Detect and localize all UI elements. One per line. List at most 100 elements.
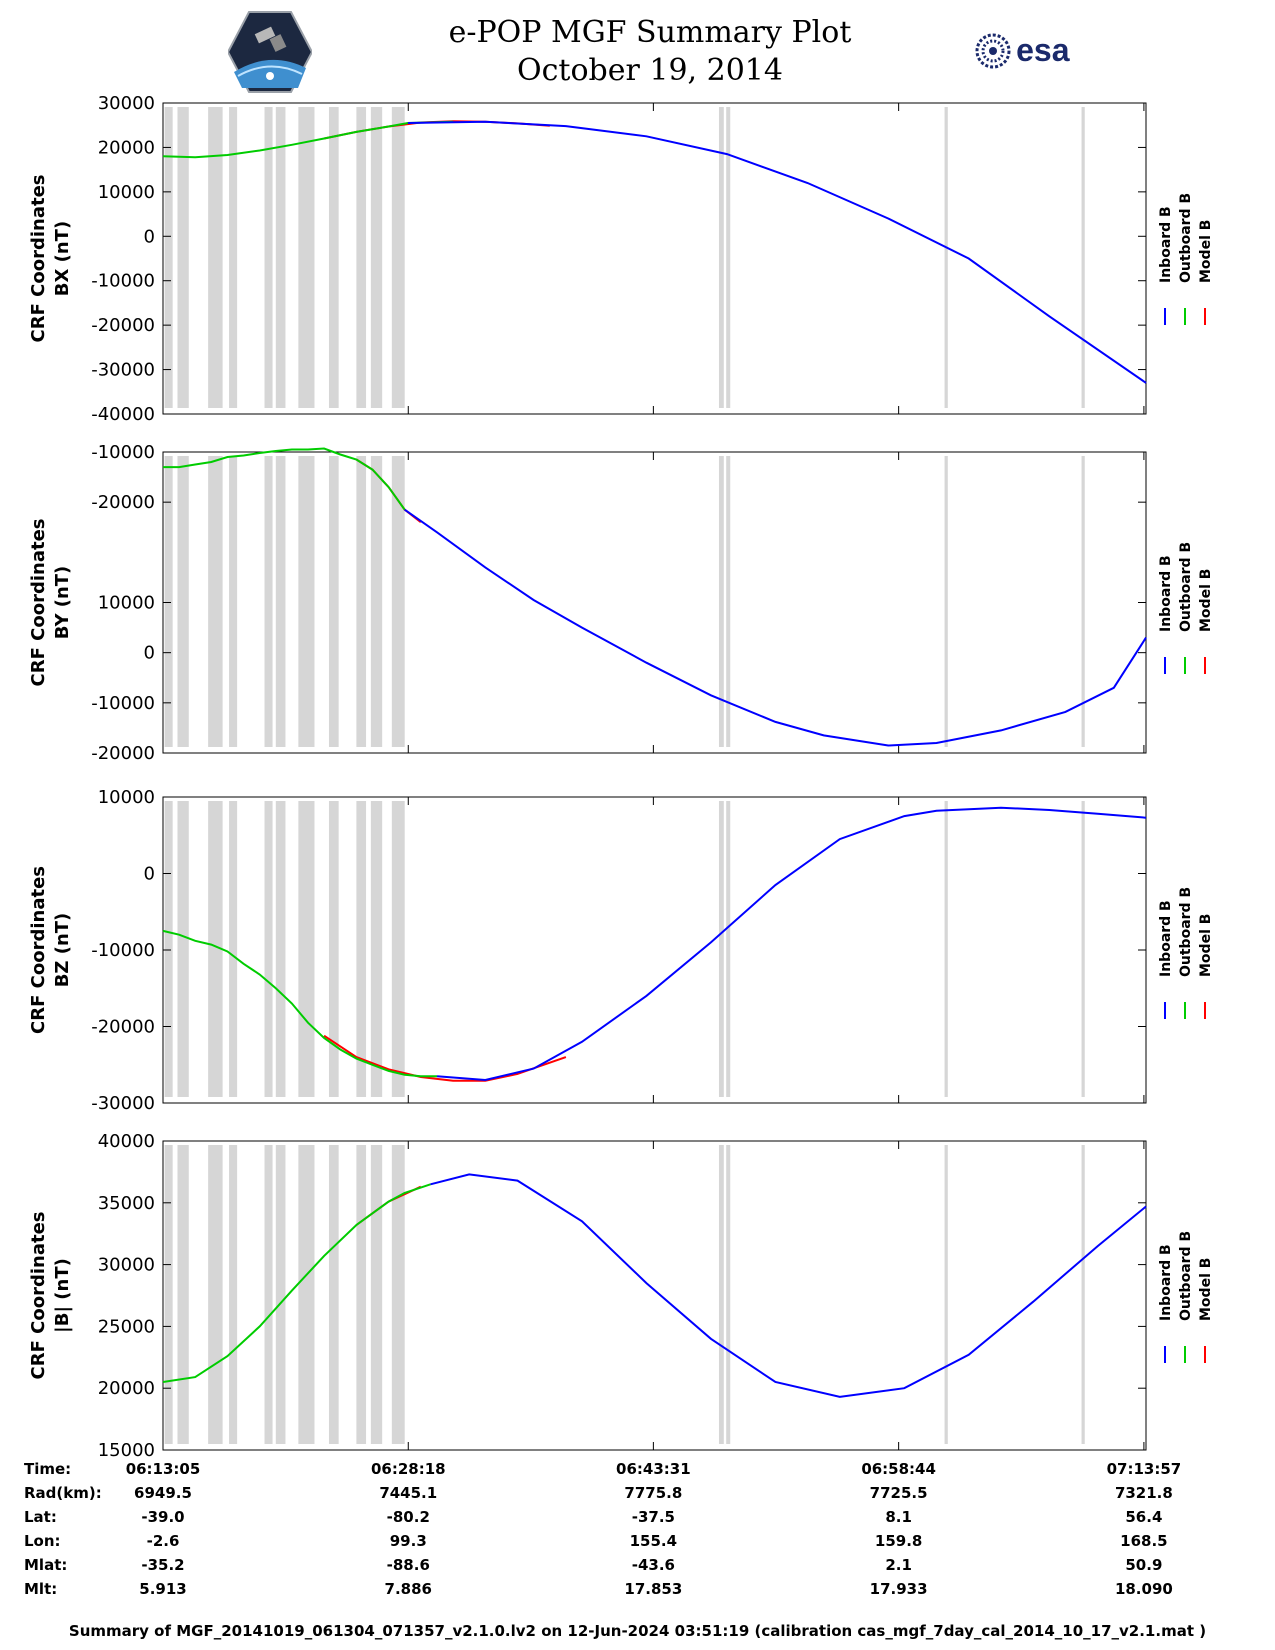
y-tick-label: -30000 — [91, 1093, 155, 1114]
title-line: e-POP MGF Summary Plot — [448, 15, 852, 50]
data-gap-band — [1081, 801, 1085, 1097]
legend-label: Model B — [1198, 569, 1214, 632]
data-gap-band — [328, 456, 339, 747]
y-tick-label: 30000 — [98, 93, 155, 114]
y-axis-label-line1: CRF Coordinates — [28, 175, 49, 343]
data-gap-band — [208, 801, 223, 1097]
info-cell: 155.4 — [629, 1532, 678, 1550]
y-axis-label-line2: BX (nT) — [52, 221, 73, 296]
info-row: Rad(km): 6949.5 7445.1 7775.8 7725.5 7321.8 — [0, 1484, 1275, 1508]
legend-label: Model B — [1198, 1258, 1214, 1321]
series-line-inboard-b — [407, 120, 1147, 384]
data-gap-band — [264, 1145, 273, 1444]
info-cell: 159.8 — [874, 1532, 923, 1550]
orbit-info-table: Time: 06:13:05 06:28:18 06:43:31 06:58:44 07:… — [0, 1460, 1275, 1610]
panel-frame — [162, 1140, 1147, 1451]
data-gap-band — [944, 107, 948, 408]
legend-label: Outboard B — [1178, 887, 1194, 977]
info-cell: 7445.1 — [379, 1484, 438, 1502]
series-line-inboard-b — [430, 1173, 1147, 1398]
info-row-label: Mlat: — [24, 1556, 68, 1574]
data-gap-band — [726, 1145, 731, 1444]
y-tick-label: -20000 — [91, 1017, 155, 1038]
y-tick-label: 20000 — [98, 1378, 155, 1399]
data-gap-band — [164, 107, 173, 408]
info-row-label: Rad(km): — [24, 1484, 102, 1502]
y-tick-label: -20000 — [91, 315, 155, 336]
data-gap-band — [229, 801, 238, 1097]
data-gap-band — [356, 801, 367, 1097]
data-gap-band — [164, 456, 173, 747]
data-gap-band — [298, 1145, 315, 1444]
y-tick-label: 10000 — [98, 593, 155, 614]
date-line: October 19, 2014 — [517, 53, 783, 88]
legend-label: Outboard B — [1178, 1231, 1194, 1321]
info-cell: 06:58:44 — [861, 1460, 936, 1478]
data-gap-band — [229, 1145, 238, 1444]
info-cell: 168.5 — [1120, 1532, 1168, 1550]
y-tick-label: 0 — [144, 864, 155, 885]
esa-emblem-icon — [975, 33, 1011, 68]
data-gap-band — [328, 107, 339, 408]
data-gap-band — [726, 107, 731, 408]
info-cell: 06:13:05 — [125, 1460, 201, 1478]
info-cell: 99.3 — [389, 1532, 427, 1550]
y-tick-label: 10000 — [98, 182, 155, 203]
info-row: Lon: -2.6 99.3 155.4 159.8 168.5 — [0, 1532, 1275, 1556]
info-row: Time: 06:13:05 06:28:18 06:43:31 06:58:44 07:… — [0, 1460, 1275, 1484]
series-line-outboard-b — [162, 120, 454, 159]
y-axis-label-line2: BY (nT) — [52, 566, 73, 640]
footer-caption: Summary of MGF_20141019_061304_071357_v2… — [68, 1622, 1207, 1640]
series-line-outboard-b — [162, 1183, 431, 1383]
y-axis-label-line2: |B| (nT) — [52, 1258, 73, 1333]
info-cell: 07:13:57 — [1106, 1460, 1182, 1478]
data-gap-band — [208, 456, 223, 747]
data-gap-band — [944, 1145, 948, 1444]
series-line-inboard-b — [436, 806, 1147, 1082]
data-gap-band — [391, 107, 405, 408]
y-tick-label: 15000 — [98, 1440, 155, 1460]
data-gap-band — [718, 107, 724, 408]
data-gap-band — [177, 1145, 189, 1444]
series-line-outboard-b — [163, 447, 406, 511]
info-row: Lat: -39.0 -80.2 -37.5 8.1 56.4 — [0, 1508, 1275, 1532]
data-gap-band — [726, 801, 731, 1097]
data-gap-band — [275, 107, 286, 408]
y-axis-label-line1: CRF Coordinates — [28, 519, 49, 687]
data-gap-band — [229, 456, 238, 747]
info-cell: 6949.5 — [134, 1484, 192, 1502]
data-gap-band — [298, 107, 315, 408]
data-gap-band — [208, 1145, 223, 1444]
y-tick-label: 30000 — [98, 1255, 155, 1276]
data-gap-band — [177, 107, 189, 408]
y-tick-label: -40000 — [91, 404, 155, 425]
data-gap-band — [944, 456, 948, 747]
y-tick-label: 0 — [144, 643, 155, 664]
info-row-label: Mlt: — [24, 1580, 58, 1598]
y-tick-label: 25000 — [98, 1316, 155, 1337]
info-cell: 7775.8 — [624, 1484, 683, 1502]
legend-label: Inboard B — [1158, 206, 1174, 283]
info-row-label: Lon: — [24, 1532, 61, 1550]
data-gap-band — [356, 456, 367, 747]
series-line-inboard-b — [404, 508, 1147, 747]
data-gap-band — [177, 801, 189, 1097]
info-cell: 7321.8 — [1114, 1484, 1173, 1502]
info-cell: 56.4 — [1125, 1508, 1163, 1526]
y-tick-label: -10000 — [91, 271, 155, 292]
y-tick-label: 35000 — [98, 1193, 155, 1214]
y-axis-label-line1: CRF Coordinates — [28, 866, 49, 1034]
info-cell: 17.933 — [869, 1580, 928, 1598]
legend-label: Model B — [1198, 220, 1214, 283]
data-gap-band — [718, 456, 724, 747]
data-gap-band — [718, 1145, 724, 1444]
esa-wordmark: esa — [1016, 32, 1070, 68]
info-cell: 2.1 — [885, 1556, 912, 1574]
info-cell: -43.6 — [631, 1556, 675, 1574]
cassiope-mission-logo-icon — [228, 11, 312, 93]
data-gap-band — [1081, 107, 1085, 408]
data-gap-band — [275, 456, 286, 747]
data-gap-band — [370, 801, 383, 1097]
data-gap-band — [391, 456, 405, 747]
info-cell: 5.913 — [139, 1580, 187, 1598]
